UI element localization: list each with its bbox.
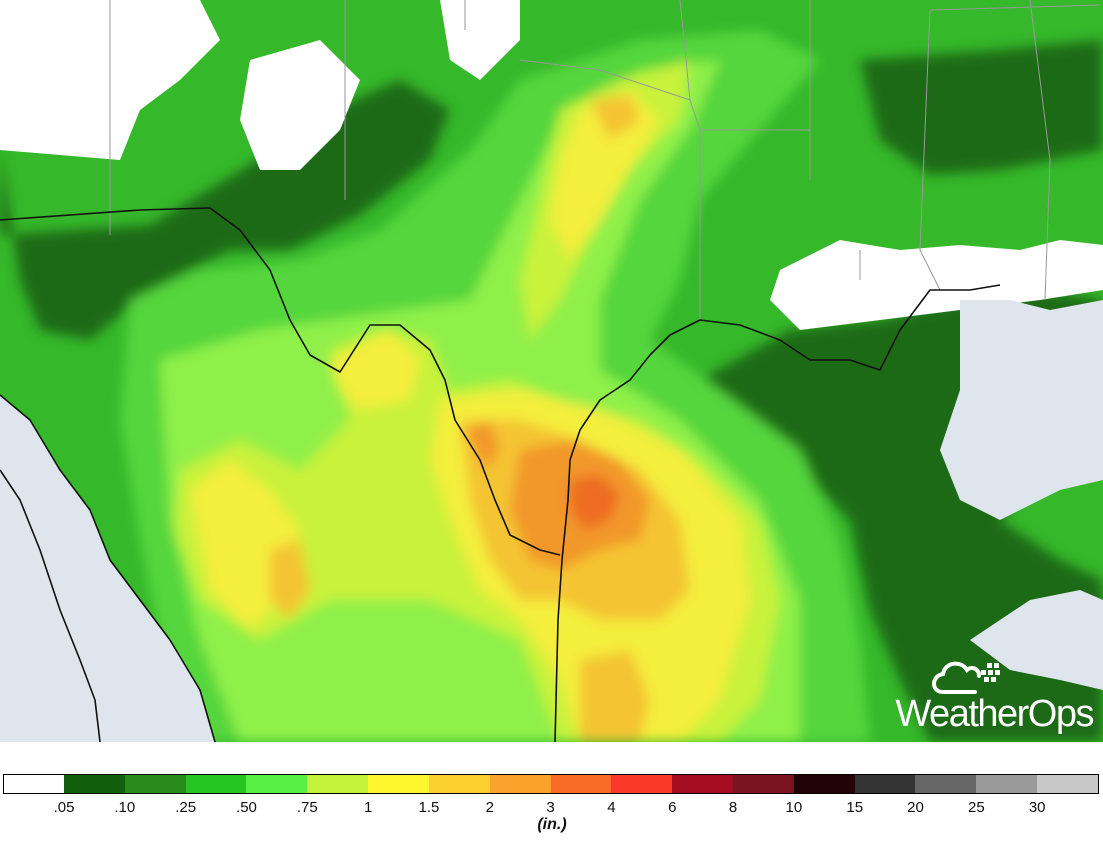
- legend-tick: 4: [607, 799, 616, 816]
- legend-swatch: [428, 775, 490, 793]
- legend-tick: .75: [296, 799, 318, 816]
- weatherops-logo: WeatherOps: [827, 652, 1097, 738]
- dry-area-east: [770, 240, 1103, 330]
- legend-tick-labels: .05 .10 .25 .50 .75 1 1.5 2 3 4 6 8 10 15 20 25 30: [0, 799, 1103, 819]
- dry-area-north: [240, 40, 360, 170]
- legend-tick: 30: [1028, 799, 1046, 816]
- us-mexico-border: [0, 207, 561, 556]
- precipitation-map: WeatherOps: [0, 0, 1103, 742]
- legend-swatch: [64, 775, 125, 793]
- gulf-of-mexico: [940, 300, 1103, 520]
- rainfall-zone-gold-north: [590, 95, 640, 140]
- legend-swatch: [672, 775, 733, 793]
- legend-tick: 6: [668, 799, 677, 816]
- legend-tick: 8: [728, 799, 738, 816]
- legend-tick: 1.5: [418, 799, 440, 816]
- legend-unit-label: (in.): [537, 816, 567, 833]
- rainfall-zone-red-orange: [570, 475, 620, 530]
- legend-swatch: [307, 775, 369, 793]
- legend-tick: 20: [907, 799, 924, 816]
- legend-swatch: [915, 775, 977, 793]
- map-canvas: [0, 0, 1103, 742]
- gulf-coastline: [554, 284, 1001, 742]
- pacific-coastline: [0, 394, 216, 742]
- legend-swatch: [611, 775, 673, 793]
- rainfall-zone-dark-green-northeast: [860, 40, 1103, 175]
- rainfall-zone-gold-south: [580, 650, 650, 742]
- legend-swatch: [976, 775, 1037, 793]
- legend-swatch: [793, 775, 855, 793]
- baja-coastline: [0, 469, 101, 742]
- legend-tick: 10: [785, 799, 803, 816]
- legend-tick: .25: [175, 799, 197, 816]
- rainfall-zone-yellow-north: [550, 90, 660, 260]
- legend-swatch: [368, 775, 429, 793]
- legend-swatch: [1037, 775, 1098, 793]
- legend-tick: .50: [236, 799, 257, 816]
- legend-tick: 25: [968, 799, 985, 816]
- legend-swatch: [732, 775, 794, 793]
- legend-swatch: [489, 775, 551, 793]
- legend-tick: 15: [846, 799, 864, 816]
- legend-tick: 1: [363, 799, 373, 816]
- legend-color-bar: [3, 774, 1099, 794]
- legend-tick: 3: [546, 799, 555, 816]
- cloud-satellite-icon: [932, 661, 1000, 694]
- dry-area-north-2: [440, 0, 520, 80]
- rainfall-zone-yellow-center: [330, 330, 420, 410]
- gulf-of-california: [0, 470, 100, 742]
- legend-swatch: [4, 775, 64, 793]
- coastlines-and-borders: [0, 207, 1001, 742]
- legend-tick: 2: [485, 799, 494, 816]
- legend-swatch: [124, 775, 186, 793]
- legend-swatch: [185, 775, 247, 793]
- legend-swatch: [246, 775, 308, 793]
- legend-tick: .10: [114, 799, 136, 816]
- state-boundaries: [109, 0, 1101, 320]
- caribbean-sea: [970, 590, 1103, 690]
- rainfall-zone-orange-west: [465, 420, 500, 470]
- rainfall-zone-gold-west: [270, 540, 310, 620]
- brand-name: WeatherOps: [895, 693, 1094, 735]
- legend-tick: .05: [53, 799, 75, 816]
- legend-swatch: [854, 775, 916, 793]
- rainfall-zone-dark-green-north: [0, 80, 450, 340]
- precipitation-legend: .05 .10 .25 .50 .75 1 1.5 2 3 4 6 8 10 15 20 25 30 (in.): [0, 742, 1103, 856]
- legend-swatch: [550, 775, 612, 793]
